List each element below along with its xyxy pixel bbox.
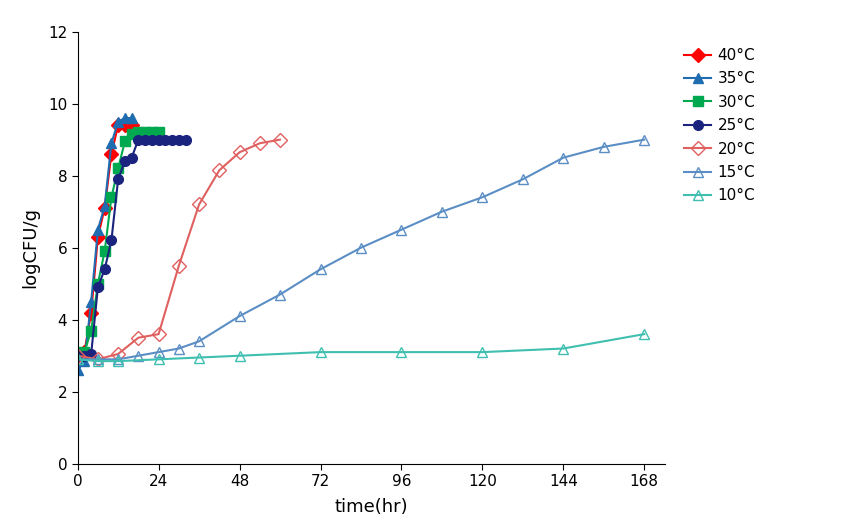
25°C [161,136,171,143]
20°C [194,201,205,208]
35°C [92,227,103,233]
15°C [356,245,366,251]
Legend: 40°C, 35°C, 30°C, 25°C, 20°C, 15°C, 10°C: 40°C, 35°C, 30°C, 25°C, 20°C, 15°C, 10°C [683,48,755,203]
Line: 35°C: 35°C [72,113,136,375]
30°C [106,194,117,200]
20°C [274,136,285,143]
30°C [127,131,137,138]
10°C [194,354,205,360]
15°C [133,353,143,359]
40°C [99,205,110,211]
35°C [120,115,130,121]
15°C [274,291,285,298]
10°C [235,353,245,359]
30°C [154,129,164,135]
30°C [86,327,97,334]
15°C [437,209,447,215]
25°C [154,136,164,143]
30°C [72,351,83,357]
25°C [106,237,117,243]
20°C [92,356,103,363]
Line: 15°C: 15°C [72,135,649,364]
20°C [214,167,224,173]
25°C [127,154,137,161]
15°C [72,356,83,363]
10°C [396,349,406,355]
25°C [92,284,103,290]
15°C [315,266,325,272]
Line: 20°C: 20°C [72,135,285,364]
Line: 30°C: 30°C [72,128,163,359]
10°C [72,356,83,363]
30°C [140,129,150,135]
20°C [173,262,184,269]
35°C [79,358,90,364]
15°C [599,144,609,150]
15°C [477,194,488,200]
25°C [147,136,157,143]
10°C [113,358,123,364]
40°C [106,151,117,157]
10°C [154,356,164,363]
25°C [173,136,184,143]
30°C [79,349,90,355]
25°C [79,353,90,359]
10°C [558,345,569,352]
10°C [477,349,488,355]
40°C [79,349,90,355]
15°C [639,136,650,143]
Line: 25°C: 25°C [72,135,191,360]
20°C [133,335,143,341]
30°C [147,129,157,135]
35°C [113,119,123,125]
Y-axis label: logCFU/g: logCFU/g [22,207,40,288]
15°C [235,313,245,319]
35°C [72,367,83,373]
35°C [99,203,110,209]
Line: 40°C: 40°C [72,120,136,359]
25°C [113,176,123,182]
30°C [133,129,143,135]
30°C [113,165,123,172]
25°C [86,351,97,357]
25°C [167,136,177,143]
35°C [86,298,97,305]
25°C [180,136,191,143]
15°C [396,227,406,233]
15°C [194,338,205,345]
25°C [140,136,150,143]
35°C [106,140,117,147]
40°C [72,351,83,357]
20°C [255,140,265,147]
15°C [558,154,569,161]
30°C [120,138,130,144]
35°C [127,115,137,121]
X-axis label: time(hr): time(hr) [334,497,408,515]
40°C [127,122,137,129]
25°C [133,136,143,143]
20°C [154,331,164,337]
30°C [99,248,110,255]
30°C [92,280,103,287]
25°C [99,266,110,272]
40°C [92,234,103,240]
25°C [72,353,83,359]
15°C [113,356,123,363]
40°C [86,309,97,316]
40°C [120,122,130,129]
Line: 10°C: 10°C [72,329,649,366]
40°C [113,122,123,129]
15°C [92,356,103,363]
10°C [639,331,650,337]
20°C [235,149,245,155]
10°C [92,358,103,364]
10°C [315,349,325,355]
20°C [113,351,123,357]
25°C [120,158,130,164]
15°C [154,349,164,355]
15°C [518,176,528,182]
15°C [173,345,184,352]
20°C [72,353,83,359]
